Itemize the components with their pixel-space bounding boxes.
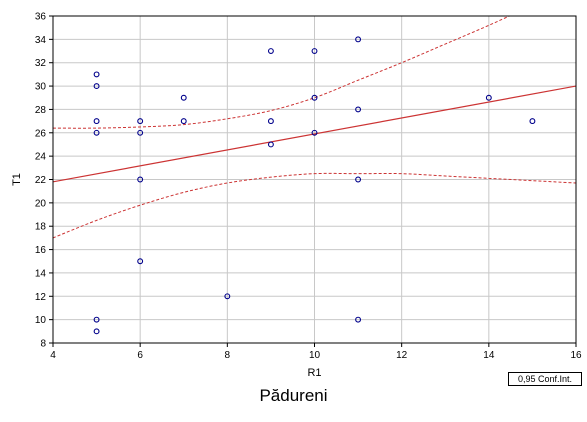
y-tick-label: 30 (35, 82, 47, 93)
x-tick-label: 4 (50, 350, 56, 361)
chart-caption: Pădureni (259, 386, 328, 405)
data-point (137, 176, 144, 183)
y-tick-label: 28 (35, 105, 47, 116)
data-point (355, 176, 362, 183)
x-tick-label: 16 (570, 350, 582, 361)
ci-upper-curve (53, 16, 511, 129)
y-tick-label: 10 (35, 315, 47, 326)
data-point (93, 328, 100, 335)
x-axis-label: R1 (307, 367, 321, 379)
data-point (267, 118, 274, 125)
data-point (180, 94, 187, 101)
y-tick-label: 26 (35, 128, 47, 139)
data-point (311, 48, 318, 54)
data-point (93, 118, 100, 125)
regression-line-group (53, 85, 576, 183)
x-tick-label: 14 (483, 350, 495, 361)
grid (52, 15, 577, 344)
y-tick-label: 34 (35, 35, 47, 46)
y-tick-label: 36 (35, 12, 47, 23)
y-tick-label: 12 (35, 292, 47, 303)
y-tick-label: 24 (35, 152, 47, 163)
y-tick-label: 18 (35, 222, 47, 233)
y-axis-label: T1 (11, 173, 23, 186)
data-point (355, 106, 362, 113)
confidence-bands (53, 16, 576, 239)
data-point (311, 129, 318, 136)
x-axis-ticks: 4 6 8 10 12 14 16 (50, 343, 582, 361)
data-point (137, 129, 144, 136)
data-point (267, 48, 274, 54)
data-point (355, 36, 362, 43)
y-axis-ticks: 8 10 12 14 16 18 20 22 24 26 28 30 32 34 36 (35, 12, 53, 350)
data-point (93, 71, 100, 78)
ci-lower-curve (53, 172, 576, 239)
confidence-interval-legend: 0,95 Conf.Int. (508, 372, 582, 386)
data-point (311, 94, 318, 101)
data-point (224, 293, 231, 300)
data-point (93, 129, 100, 136)
y-tick-label: 32 (35, 58, 47, 69)
data-point (180, 118, 187, 125)
y-tick-label: 8 (40, 339, 46, 350)
y-tick-label: 22 (35, 175, 47, 186)
regression-line (53, 85, 576, 183)
x-tick-label: 10 (309, 350, 321, 361)
data-point (137, 258, 144, 265)
data-points (93, 36, 536, 335)
data-point (267, 141, 274, 148)
data-point (93, 316, 100, 323)
data-point (485, 94, 492, 101)
x-tick-label: 6 (137, 350, 143, 361)
data-point (355, 316, 362, 323)
data-point (529, 118, 536, 125)
y-tick-label: 14 (35, 268, 47, 279)
x-tick-label: 12 (396, 350, 408, 361)
data-point (93, 83, 100, 90)
x-tick-label: 8 (225, 350, 231, 361)
y-tick-label: 16 (35, 245, 47, 256)
y-tick-label: 20 (35, 198, 47, 209)
data-point (137, 118, 144, 125)
